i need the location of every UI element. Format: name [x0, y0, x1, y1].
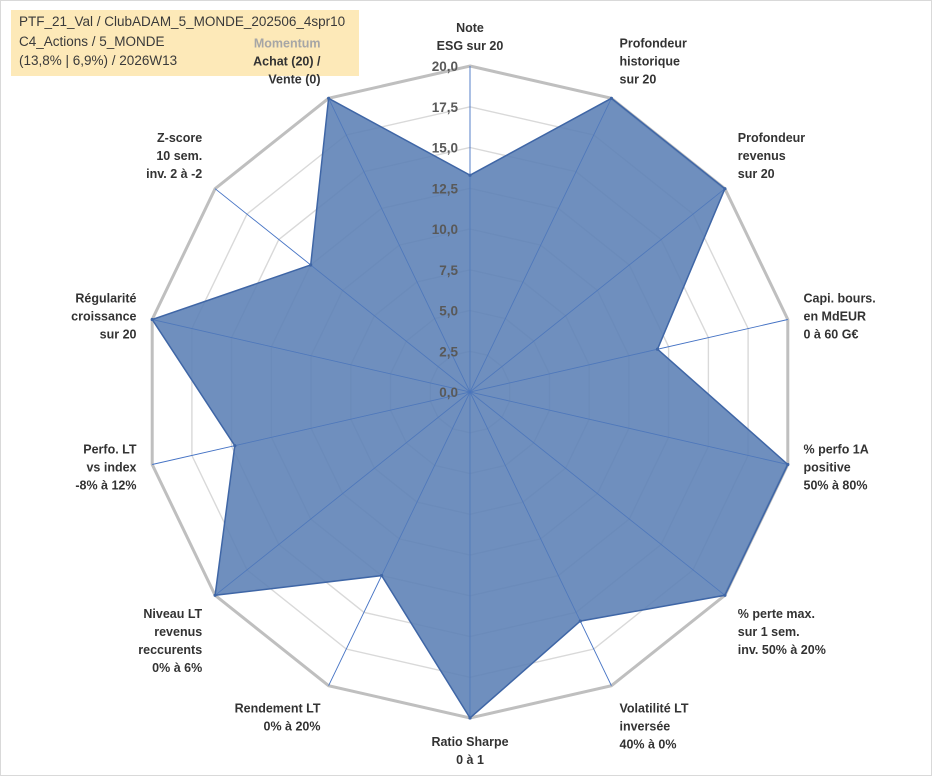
axis-label-5-line-1: sur 1 sem.	[738, 625, 800, 639]
series-spoke-2	[469, 188, 726, 393]
data-point-13	[327, 96, 331, 100]
data-point-4	[786, 462, 790, 467]
tick-label-0: 0,0	[439, 385, 458, 400]
axis-label-12-line-0: Z-score	[157, 131, 202, 145]
series-spoke-5	[469, 391, 726, 596]
radar-series	[150, 96, 790, 720]
axis-label-12: Z-score 10 sem. inv. 2 à -2	[146, 131, 202, 181]
portfolio-info-box: PTF_21_Val / ClubADAM_5_MONDE_202506_4sp…	[11, 10, 359, 76]
series-spoke-10	[234, 391, 471, 446]
data-point-1	[609, 96, 614, 100]
radar-axis-labels: Note ESG sur 20 Profondeur historique sur 20…	[71, 21, 876, 767]
data-point-0	[468, 173, 472, 177]
axis-label-1: Profondeur historique sur 20	[620, 37, 687, 87]
axis-label-9-line-3: 0% à 6%	[152, 661, 202, 675]
radar-tick-labels: 0,0 2,5 5,0 7,5 10,0 12,5 15,0 17,5 20,0	[432, 59, 459, 400]
axis-label-3: Capi. bours. en MdEUR 0 à 60 G€	[804, 291, 876, 341]
axis-label-1-line-2: sur 20	[620, 73, 657, 87]
axis-label-11-line-0: Régularité	[75, 291, 136, 305]
axis-label-2-line-1: revenus	[738, 149, 786, 163]
axis-label-9: Niveau LT revenus reccurents 0% à 6%	[138, 607, 202, 675]
axis-label-1-line-0: Profondeur	[620, 37, 687, 51]
axis-label-11-line-1: croissance	[71, 309, 136, 323]
axis-label-12-line-2: inv. 2 à -2	[146, 167, 202, 181]
axis-label-4-line-1: positive	[804, 461, 851, 475]
data-point-5	[723, 593, 727, 597]
axis-label-10-line-0: Perfo. LT	[83, 443, 137, 457]
axis-label-9-line-2: reccurents	[138, 643, 202, 657]
axis-label-10-line-2: -8% à 12%	[75, 479, 136, 493]
axis-label-3-line-1: en MdEUR	[804, 309, 867, 323]
series-spoke-12	[310, 264, 471, 393]
axis-label-9-line-1: revenus	[154, 625, 202, 639]
axis-label-0-line-1: ESG sur 20	[437, 39, 504, 53]
data-point-3	[655, 347, 660, 351]
axis-label-8-line-0: Rendement LT	[235, 701, 321, 715]
series-spoke-1	[469, 98, 612, 393]
series-spoke-13	[328, 98, 471, 393]
series-spoke-3	[469, 348, 658, 393]
tick-label-2: 5,0	[439, 304, 458, 319]
axis-label-10-line-1: vs index	[86, 461, 136, 475]
data-point-9	[213, 593, 217, 597]
axis-label-11: Régularité croissance sur 20	[71, 291, 136, 341]
axis-label-1-line-1: historique	[620, 55, 680, 69]
tick-label-6: 15,0	[432, 141, 458, 156]
tick-label-7: 17,5	[432, 100, 459, 115]
axis-label-6-line-0: Volatilité LT	[620, 701, 689, 715]
data-point-11	[150, 317, 154, 322]
axis-label-4: % perfo 1A positive 50% à 80%	[804, 443, 869, 493]
series-spoke-4	[469, 391, 788, 465]
axis-label-3-line-0: Capi. bours.	[804, 291, 876, 305]
axis-label-4-line-2: 50% à 80%	[804, 479, 868, 493]
data-point-12	[309, 263, 313, 267]
data-point-10	[233, 444, 237, 448]
axis-label-11-line-2: sur 20	[100, 327, 137, 341]
axis-label-13-line-0: Momentum	[254, 37, 321, 51]
series-spoke-8	[381, 391, 471, 576]
axis-label-2: Profondeur revenus sur 20	[738, 131, 805, 181]
tick-label-3: 7,5	[439, 263, 458, 278]
axis-label-6: Volatilité LT inversée 40% à 0%	[620, 701, 689, 751]
axis-label-12-line-1: 10 sem.	[156, 149, 202, 163]
data-point-2	[723, 187, 727, 191]
axis-label-5-line-2: inv. 50% à 20%	[738, 643, 826, 657]
axis-label-7: Ratio Sharpe 0 à 1	[431, 735, 508, 767]
portfolio-stats: (13,8% | 6,9%) / 2026W13	[19, 53, 178, 68]
data-point-6	[578, 619, 582, 623]
axis-label-5-line-0: % perte max.	[738, 607, 815, 621]
axis-label-13: Momentum Achat (20) / Vente (0)	[253, 37, 321, 87]
axis-label-10: Perfo. LT vs index -8% à 12%	[75, 443, 137, 493]
tick-label-8: 20,0	[432, 59, 458, 74]
axis-label-4-line-0: % perfo 1A	[804, 443, 869, 457]
axis-label-7-line-0: Ratio Sharpe	[431, 735, 508, 749]
axis-label-6-line-2: 40% à 0%	[620, 737, 677, 751]
axis-label-3-line-2: 0 à 60 G€	[804, 327, 859, 341]
axis-label-7-line-1: 0 à 1	[456, 753, 484, 767]
axis-label-0-line-0: Note	[456, 21, 484, 35]
axis-label-5: % perte max. sur 1 sem. inv. 50% à 20%	[738, 607, 826, 657]
axis-label-8-line-1: 0% à 20%	[264, 719, 321, 733]
axis-label-8: Rendement LT 0% à 20%	[235, 701, 321, 733]
axis-label-9-line-0: Niveau LT	[143, 607, 202, 621]
portfolio-name: PTF_21_Val / ClubADAM_5_MONDE_202506_4sp…	[19, 14, 346, 29]
axis-label-13-line-2: Vente (0)	[268, 73, 320, 87]
axis-label-0: Note ESG sur 20	[437, 21, 504, 53]
tick-label-4: 10,0	[432, 222, 458, 237]
data-point-8	[380, 574, 384, 578]
tick-label-5: 12,5	[432, 181, 459, 196]
tick-label-1: 2,5	[439, 344, 458, 359]
axis-label-13-line-1: Achat (20) /	[253, 55, 321, 69]
series-spoke-9	[214, 391, 471, 596]
data-point-7	[468, 716, 472, 720]
axis-label-2-line-0: Profondeur	[738, 131, 805, 145]
axis-label-2-line-2: sur 20	[738, 167, 775, 181]
series-spoke-6	[469, 391, 581, 622]
series-spoke-11	[152, 319, 471, 393]
axis-label-6-line-1: inversée	[620, 719, 671, 733]
portfolio-category: C4_Actions / 5_MONDE	[19, 33, 165, 49]
